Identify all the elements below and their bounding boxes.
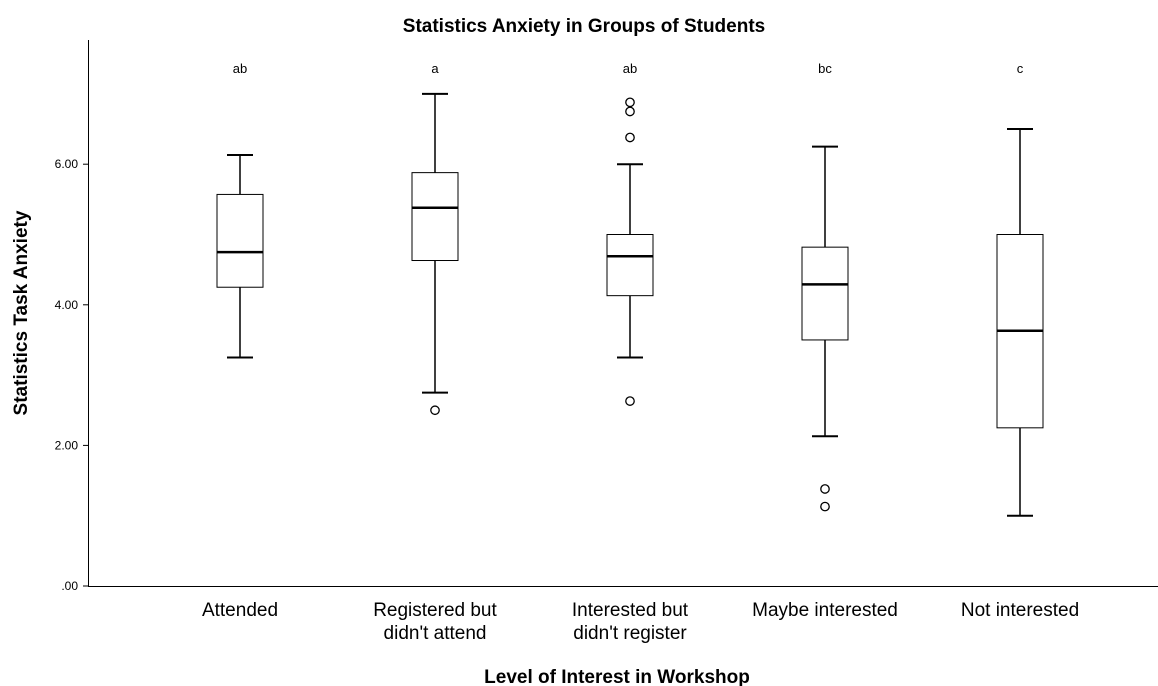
box-iqr bbox=[801, 246, 849, 341]
group-letter-label: ab bbox=[233, 61, 247, 76]
y-tick-label: 2.00 bbox=[55, 438, 79, 452]
chart-title: Statistics Anxiety in Groups of Students bbox=[403, 16, 765, 37]
box-iqr bbox=[411, 172, 459, 262]
outlier-point bbox=[625, 132, 635, 143]
y-tick-label: .00 bbox=[61, 579, 78, 593]
group-letter-label: ab bbox=[623, 61, 637, 76]
box-iqr bbox=[216, 193, 264, 288]
outlier-point bbox=[820, 484, 830, 494]
box-iqr bbox=[606, 234, 654, 297]
x-tick-label: Attended bbox=[202, 600, 278, 621]
x-axis-label: Level of Interest in Workshop bbox=[484, 667, 750, 686]
outlier-point bbox=[820, 501, 830, 512]
x-tick-label: Interested but bbox=[572, 600, 689, 621]
group-letter-label: a bbox=[431, 61, 439, 76]
outlier-point bbox=[625, 97, 635, 108]
group-letter-label: bc bbox=[818, 61, 832, 76]
x-tick-label: Maybe interested bbox=[752, 600, 898, 621]
group-letter-label: c bbox=[1017, 61, 1024, 76]
x-tick-label: didn't register bbox=[573, 623, 687, 644]
outlier-point bbox=[625, 106, 635, 117]
outlier-point bbox=[625, 396, 635, 406]
y-axis-label: Statistics Task Anxiety bbox=[11, 210, 32, 415]
x-tick-label: Not interested bbox=[961, 600, 1079, 621]
y-tick-label: 4.00 bbox=[55, 298, 79, 312]
x-tick-label: didn't attend bbox=[384, 623, 487, 644]
outlier-point bbox=[430, 405, 440, 416]
x-tick-label: Registered but bbox=[373, 600, 497, 621]
y-tick-label: 6.00 bbox=[55, 157, 79, 171]
